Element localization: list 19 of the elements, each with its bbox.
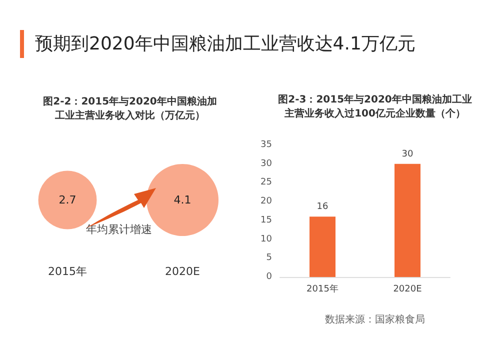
y-tick-label: 25 xyxy=(260,178,272,188)
y-tick-label: 15 xyxy=(260,215,272,226)
y-tick-label: 0 xyxy=(266,272,272,282)
y-tick-label: 5 xyxy=(266,253,272,264)
y-tick-label: 20 xyxy=(260,196,272,207)
category-label: 2015年 xyxy=(48,265,87,278)
data-label: 16 xyxy=(316,202,328,212)
y-tick-label: 35 xyxy=(260,140,272,150)
data-label: 2.7 xyxy=(58,194,76,206)
data-label: 30 xyxy=(402,149,414,160)
text: 预期到2020年中国粮油加工业营收达4.1万亿元 xyxy=(35,34,416,54)
data-label: 4.1 xyxy=(174,194,192,206)
text: 年均累计增速 xyxy=(86,223,152,236)
source-note: 数据来源：国家粮食局 xyxy=(325,314,425,326)
category-label: 2020E xyxy=(165,265,200,278)
text: 图2-2：2015年与2020年中国粮油加工业主营业务收入对比（万亿元） xyxy=(43,96,217,122)
chart-title: 图2-3：2015年与2020年中国粮油加工业主营业务收入过100亿元企业数量（个） xyxy=(278,94,472,120)
y-tick-label: 30 xyxy=(260,158,272,169)
y-tick-label: 10 xyxy=(260,234,272,244)
